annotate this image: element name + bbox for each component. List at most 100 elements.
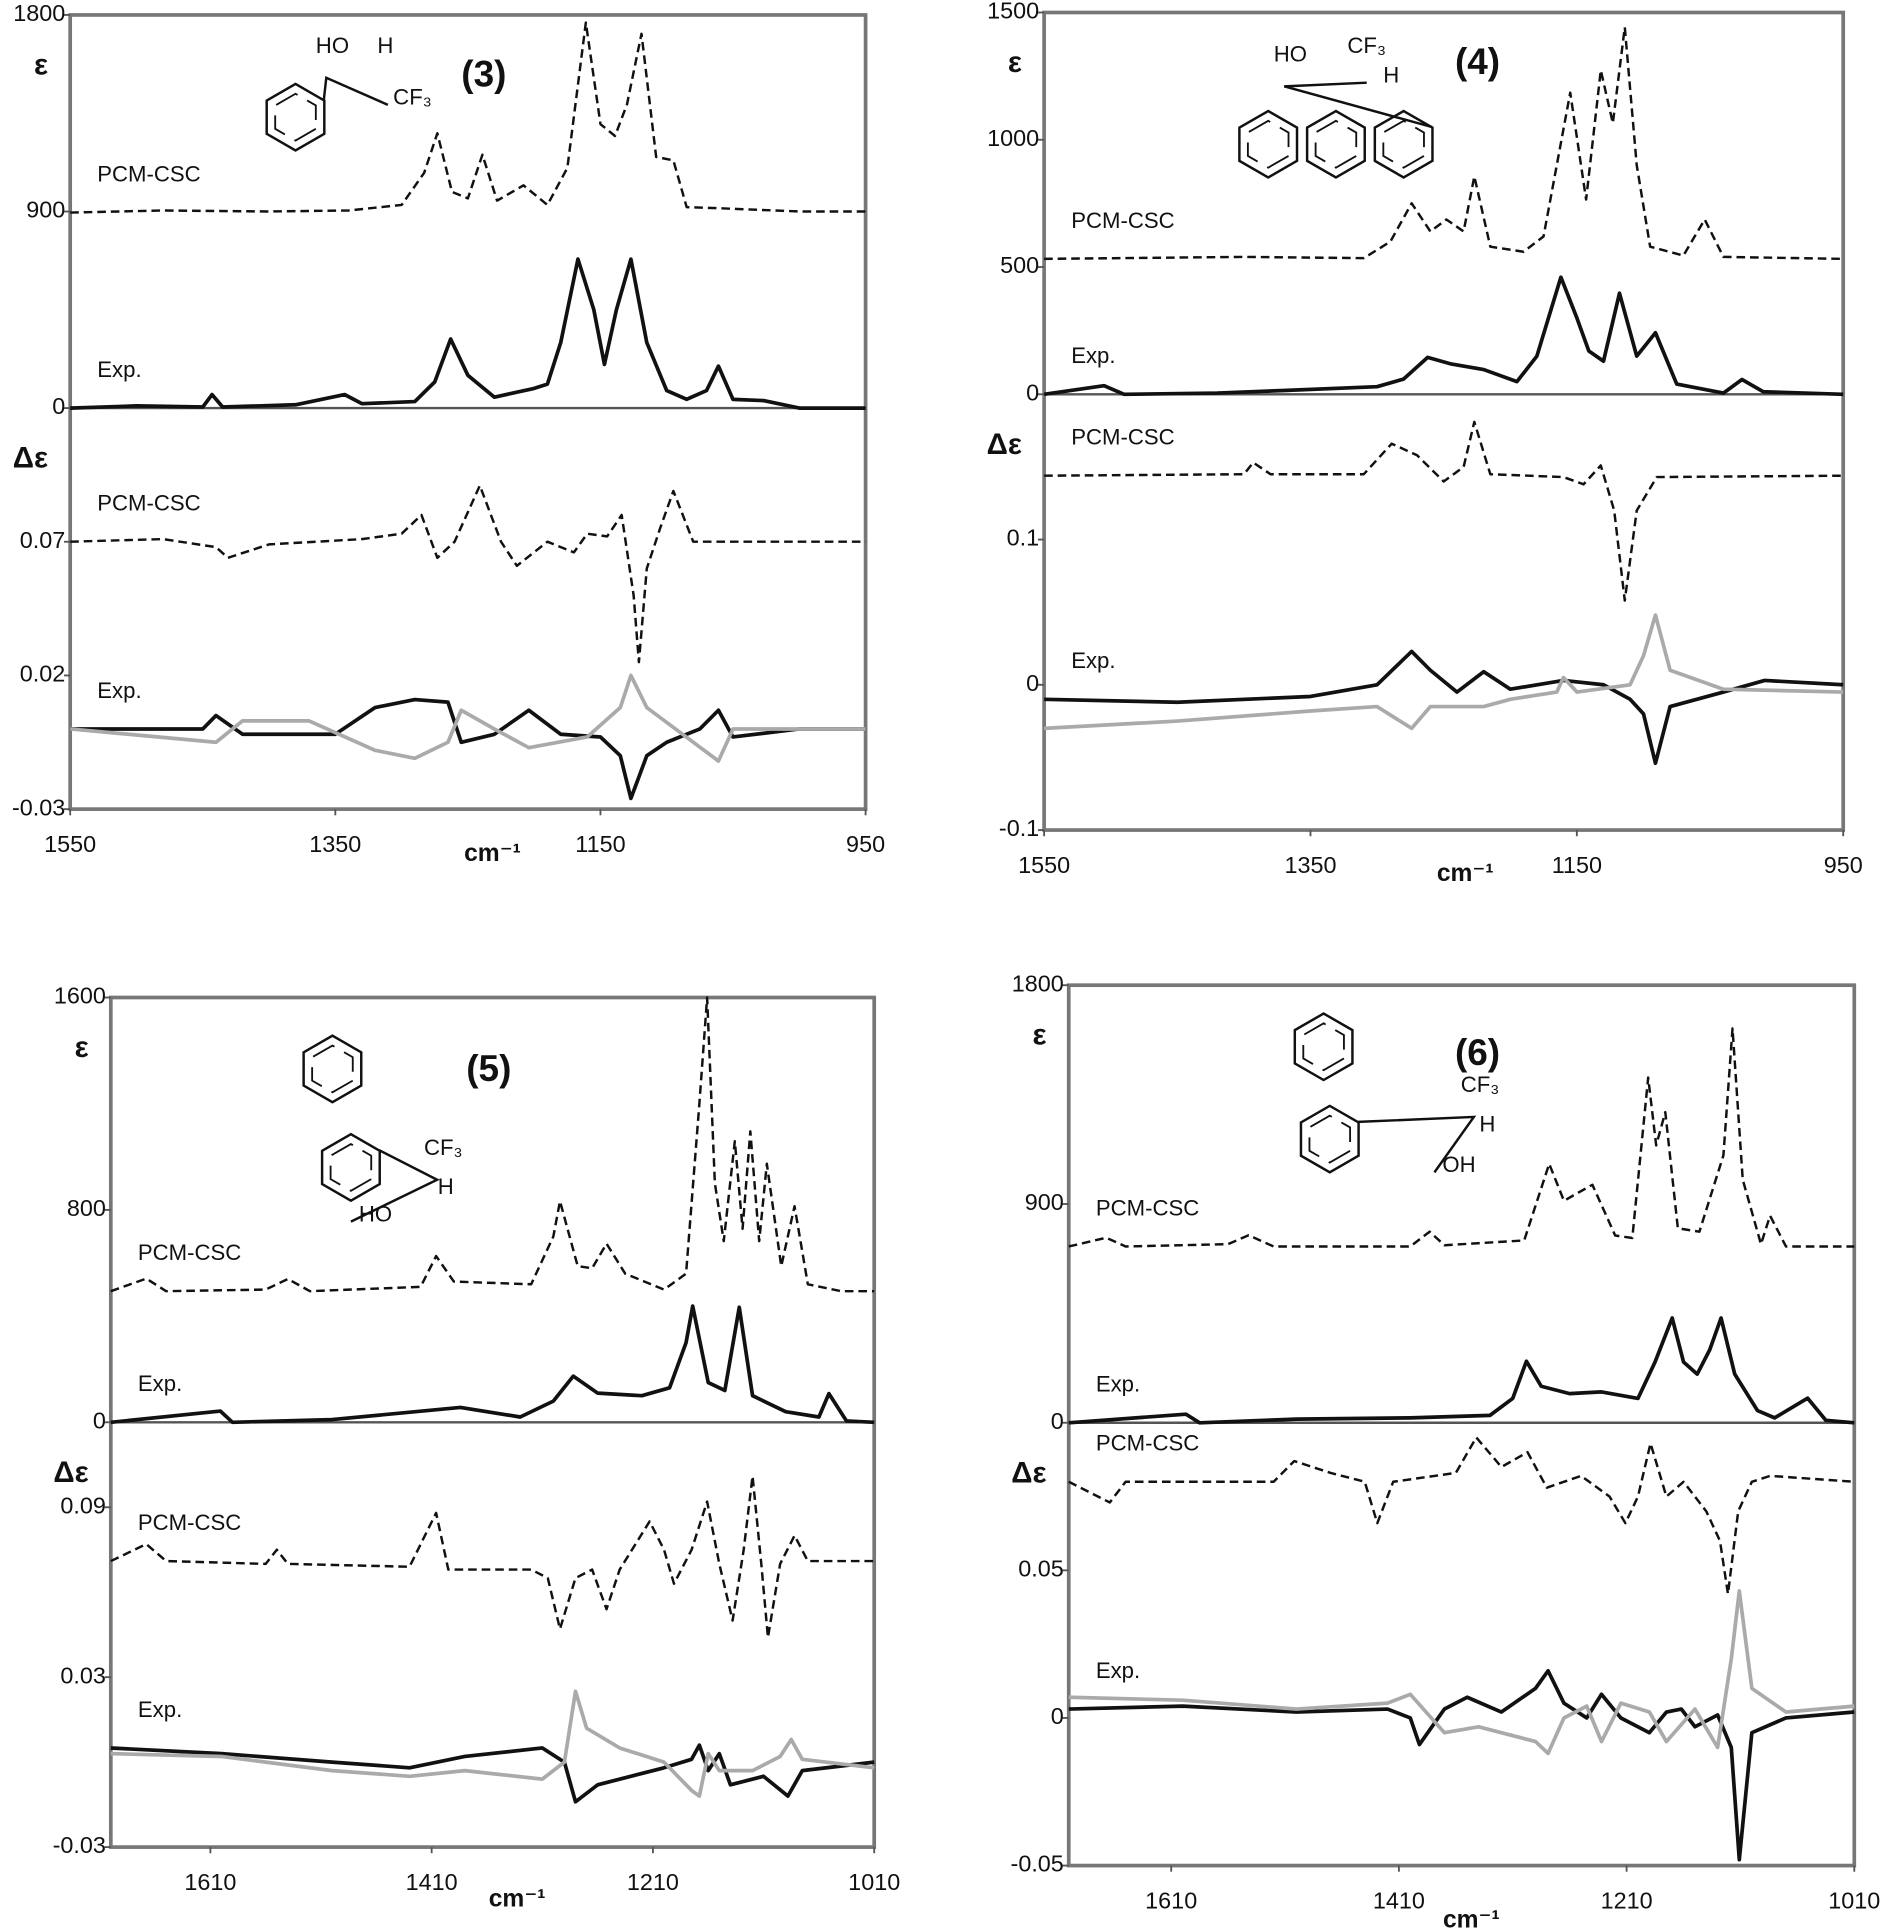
- x-tick-label: 1150: [1552, 852, 1602, 878]
- series-label: Exp.: [97, 357, 141, 382]
- series-label: Exp.: [1071, 343, 1115, 368]
- y-tick-label: 1500: [987, 0, 1039, 24]
- spectrum-line: [1068, 1027, 1855, 1248]
- y-tick-label: 0: [52, 393, 65, 419]
- spectrum-line: [1068, 1589, 1855, 1756]
- structure-label: H: [1479, 1111, 1495, 1136]
- y-axis-label: ε: [34, 48, 48, 81]
- y-axis-label: ε: [1033, 1019, 1047, 1052]
- series-label: PCM-CSC: [138, 1510, 241, 1535]
- series-label: PCM-CSC: [138, 1240, 241, 1265]
- series-label: Exp.: [1071, 648, 1115, 673]
- structure-label: CF₃: [424, 1135, 463, 1160]
- series-label: PCM-CSC: [97, 162, 200, 187]
- structure-bond: [1358, 1115, 1477, 1174]
- spectrum-line: [1044, 613, 1844, 731]
- structure-ring: [1373, 109, 1434, 179]
- structure-ring-inner: [329, 1142, 373, 1192]
- series-label: Exp.: [1096, 1372, 1140, 1397]
- y-tick-label: -0.03: [12, 794, 65, 820]
- x-tick-label: 1010: [848, 1869, 900, 1895]
- y-tick-label: 0: [1051, 1703, 1064, 1729]
- y-tick-label: 1000: [987, 125, 1039, 151]
- spectrum-line: [110, 1743, 875, 1804]
- structure-bond: [1283, 81, 1433, 129]
- spectrum-line: [1068, 1316, 1855, 1425]
- x-tick-label: 1550: [1018, 852, 1070, 878]
- x-tick-label: 1350: [309, 831, 361, 857]
- plot-frame: [68, 13, 868, 811]
- x-axis-label: cm⁻¹: [464, 840, 521, 867]
- structure-ring-inner: [1246, 119, 1290, 169]
- x-tick-label: 1210: [1601, 1888, 1653, 1914]
- series-label: PCM-CSC: [1071, 208, 1174, 233]
- structure-label: H: [438, 1174, 454, 1199]
- spectrum-line: [70, 257, 866, 410]
- x-tick-label: 1410: [1373, 1888, 1425, 1914]
- y-axis-label: ε: [1008, 46, 1022, 79]
- plot-frame: [1042, 10, 1846, 832]
- structure-label: CF₃: [1347, 33, 1386, 58]
- y-axis-label: Δε: [13, 442, 48, 475]
- compound-label: (3): [461, 53, 506, 94]
- y-axis-label: Δε: [1011, 1456, 1046, 1489]
- spectrum-line: [1044, 420, 1844, 602]
- series-label: Exp.: [97, 678, 141, 703]
- y-tick-label: 0.09: [60, 1492, 105, 1518]
- y-tick-label: 0.07: [20, 527, 66, 553]
- spectrum-line: [1068, 1436, 1855, 1596]
- x-tick-label: 1410: [406, 1869, 458, 1895]
- spectrum-line: [70, 21, 866, 214]
- y-tick-label: 1800: [1012, 970, 1064, 996]
- plot-frame: [1066, 983, 1857, 1868]
- structure-ring: [265, 82, 326, 152]
- series-label: Exp.: [138, 1371, 182, 1396]
- x-tick-label: 1150: [575, 831, 625, 857]
- structure-bond: [322, 75, 389, 106]
- panel: 1550 1350 1150 950 cm⁻¹ (4) HO CF₃ H 0 500 1000 1500…: [987, 0, 1863, 887]
- structure-ring-inner: [274, 92, 317, 142]
- x-tick-label: 1350: [1284, 852, 1336, 878]
- y-tick-label: 0: [1051, 1408, 1064, 1434]
- y-tick-label: -0.03: [53, 1832, 106, 1858]
- y-tick-label: 900: [1025, 1189, 1064, 1215]
- y-axis-label: Δε: [987, 428, 1022, 461]
- x-axis-label: cm⁻¹: [1437, 860, 1494, 887]
- series-label: Exp.: [1096, 1658, 1140, 1683]
- structure-ring: [1293, 1012, 1354, 1082]
- y-tick-label: 900: [26, 197, 65, 223]
- x-axis-label: cm⁻¹: [1443, 1906, 1500, 1931]
- structure-ring-inner: [1382, 119, 1425, 169]
- spectrum-line: [1044, 26, 1844, 261]
- series-label: PCM-CSC: [1096, 1431, 1199, 1456]
- structure-ring-inner: [1308, 1114, 1352, 1164]
- compound-label: (6): [1455, 1032, 1500, 1073]
- y-tick-label: 500: [1000, 252, 1039, 278]
- y-axis-label: ε: [75, 1031, 89, 1064]
- structure-label: CF₃: [393, 85, 432, 110]
- spectrum-line: [110, 996, 875, 1293]
- y-tick-label: 0.05: [1018, 1556, 1063, 1582]
- spectrum-line: [1044, 649, 1844, 766]
- compound-label: (4): [1455, 41, 1500, 82]
- series-label: PCM-CSC: [1096, 1195, 1199, 1220]
- y-tick-label: -0.05: [1011, 1851, 1064, 1877]
- structure-label: CF₃: [1461, 1072, 1500, 1097]
- y-tick-label: 0.1: [1007, 525, 1039, 551]
- spectrum-line: [70, 673, 866, 763]
- series-label: PCM-CSC: [97, 491, 200, 516]
- structure-bond: [350, 1149, 440, 1223]
- structure-ring-inner: [1302, 1022, 1345, 1072]
- y-tick-label: -0.1: [999, 815, 1039, 841]
- structure-label: HO: [1274, 41, 1307, 66]
- y-tick-label: 1800: [13, 0, 65, 26]
- y-tick-label: 0: [1026, 670, 1039, 696]
- y-tick-label: 0.02: [20, 661, 66, 687]
- spectrum-line: [1043, 275, 1844, 397]
- structure-ring: [302, 1034, 363, 1104]
- y-tick-label: 0.03: [60, 1662, 105, 1688]
- x-tick-label: 1610: [184, 1869, 236, 1895]
